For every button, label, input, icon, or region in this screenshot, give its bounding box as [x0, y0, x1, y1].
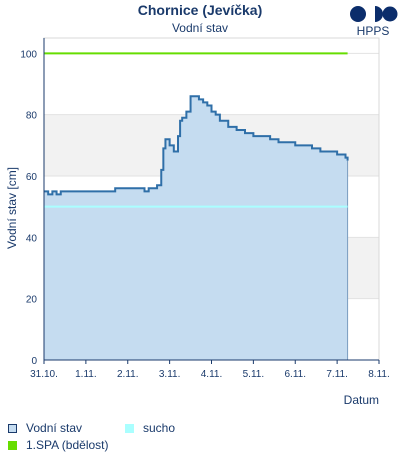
- x-tick-label-3: 3.11.: [159, 369, 181, 380]
- legend-item-vodni-stav: Vodní stav: [8, 421, 82, 435]
- legend-swatch-spa: [8, 441, 17, 450]
- x-tick-label-0: 31.10.: [30, 369, 58, 380]
- legend-item-spa: 1.SPA (bdělost): [8, 438, 109, 452]
- chart-subtitle: Vodní stav: [171, 21, 229, 35]
- y-tick-label-20: 20: [26, 295, 38, 306]
- legend-swatch-vodni-stav: [8, 424, 17, 433]
- y-tick-label-40: 40: [26, 233, 38, 244]
- y-tick-label-0: 0: [31, 356, 37, 367]
- legend-label-vodni-stav: Vodní stav: [26, 421, 83, 435]
- x-tick-label-6: 6.11.: [285, 369, 307, 380]
- x-tick-label-1: 1.11.: [75, 369, 97, 380]
- series-area-0: [44, 96, 348, 361]
- y-tick-label-60: 60: [26, 172, 38, 183]
- x-tick-label-2: 2.11.: [117, 369, 139, 380]
- y-tick-label-80: 80: [26, 111, 38, 122]
- series-line-0: [44, 95, 349, 196]
- threshold-lines: [44, 52, 348, 208]
- x-tick-label-5: 5.11.: [243, 369, 265, 380]
- hpps-logo-text: HPPS: [356, 24, 390, 38]
- x-tick-label-8: 8.11.: [368, 369, 390, 380]
- x-tick-label-4: 4.11.: [201, 369, 223, 380]
- hpps-logo: HPPS: [348, 5, 398, 41]
- legend-swatch-sucho: [125, 424, 134, 433]
- legend-item-sucho: sucho: [125, 421, 175, 435]
- y-axis-label: Vodní stav [cm]: [5, 167, 19, 249]
- hpps-logo-icon: [350, 5, 398, 23]
- y-tick-label-100: 100: [20, 49, 37, 60]
- series-layer: [44, 95, 349, 361]
- legend-label-spa: 1.SPA (bdělost): [26, 438, 109, 452]
- chart-title: Chornice (Jevíčka): [137, 2, 263, 18]
- axes: 0 20 40 60 80 100 31.10. 1.11. 2.11. 3.11. 4.11. 5.…: [20, 38, 390, 380]
- x-tick-label-7: 7.11.: [326, 369, 348, 380]
- x-axis-label: Datum: [344, 393, 379, 407]
- legend-label-sucho: sucho: [143, 421, 176, 435]
